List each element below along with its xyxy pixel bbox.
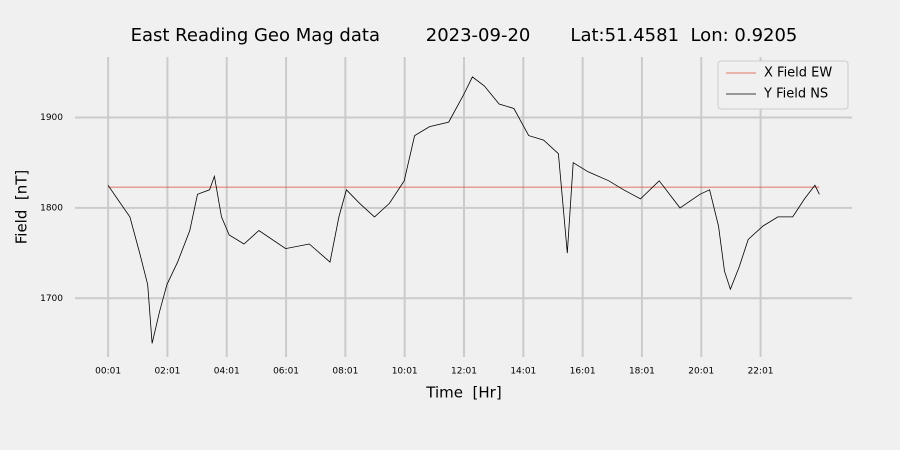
y-tick-label: 1800 [40,203,63,213]
x-tick-label: 20:01 [688,367,714,377]
x-tick-label: 22:01 [748,367,774,377]
x-tick-label: 12:01 [451,367,477,377]
x-tick-label: 08:01 [332,367,358,377]
legend-label: X Field EW [764,66,832,81]
chart-title: East Reading Geo Mag data 2023-09-20 Lat… [131,25,798,46]
y-tick-label: 1900 [40,113,63,123]
x-tick-label: 14:01 [510,367,536,377]
x-tick-label: 18:01 [629,367,655,377]
legend-label: Y Field NS [763,87,828,102]
x-tick-label: 06:01 [273,367,299,377]
x-tick-label: 02:01 [154,367,180,377]
x-tick-label: 00:01 [95,367,121,377]
series-line [107,76,820,344]
y-axis-label: Field [nT] [13,170,31,245]
x-axis-label: Time [Hr] [425,384,501,402]
x-tick-label: 16:01 [570,367,596,377]
y-tick-label: 1700 [40,294,63,304]
x-tick-label: 04:01 [214,367,240,377]
legend: X Field EW Y Field NS [717,60,849,110]
x-tick-label: 10:01 [392,367,418,377]
